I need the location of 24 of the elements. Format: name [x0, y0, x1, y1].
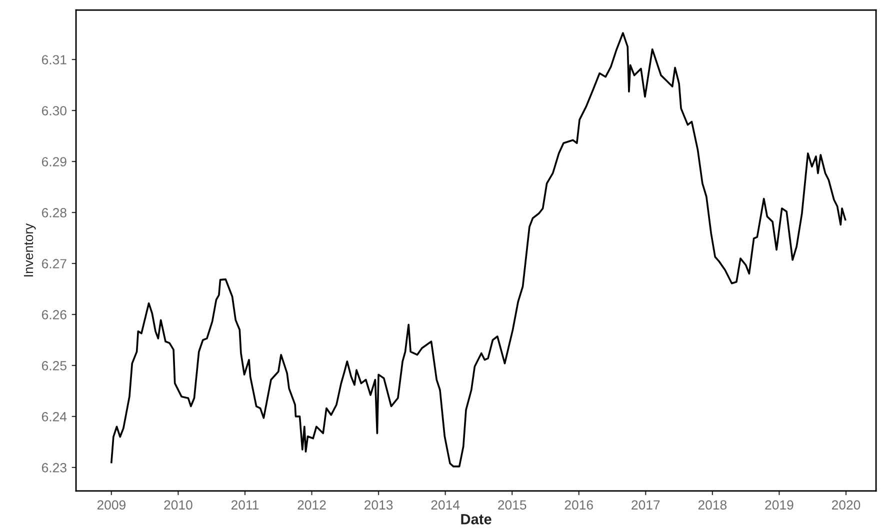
y-tick-label: 6.24: [42, 412, 67, 422]
y-tick-label: 6.28: [42, 208, 66, 218]
y-tick-label: 6.25: [42, 361, 66, 370]
x-tick-label: 2011: [231, 500, 259, 510]
x-tick-label: 2015: [498, 500, 526, 510]
y-tick-label: 6.27: [42, 259, 66, 268]
x-tick-label: 2017: [632, 500, 660, 510]
y-axis-title: Inventory: [24, 223, 36, 276]
line-series: [110, 32, 846, 468]
x-axis-title: Date: [461, 514, 492, 524]
y-tick-label: 6.31: [42, 55, 66, 64]
x-tick-label: 2019: [765, 500, 794, 510]
x-tick-label: 2009: [97, 500, 126, 510]
x-tick-label: 2014: [431, 500, 460, 510]
y-tick-label: 6.23: [42, 463, 66, 472]
y-tick-label: 6.30: [42, 106, 66, 116]
x-tick-label: 2016: [564, 500, 593, 510]
y-tick-label: 6.29: [42, 157, 66, 166]
x-tick-label: 2010: [164, 500, 192, 510]
x-tick-label: 2018: [698, 500, 727, 510]
y-tick-label: 6.26: [42, 310, 66, 320]
x-tick-label: 2013: [364, 500, 393, 510]
x-tick-label: 2012: [298, 500, 326, 510]
x-tick-label: 2020: [832, 500, 860, 510]
